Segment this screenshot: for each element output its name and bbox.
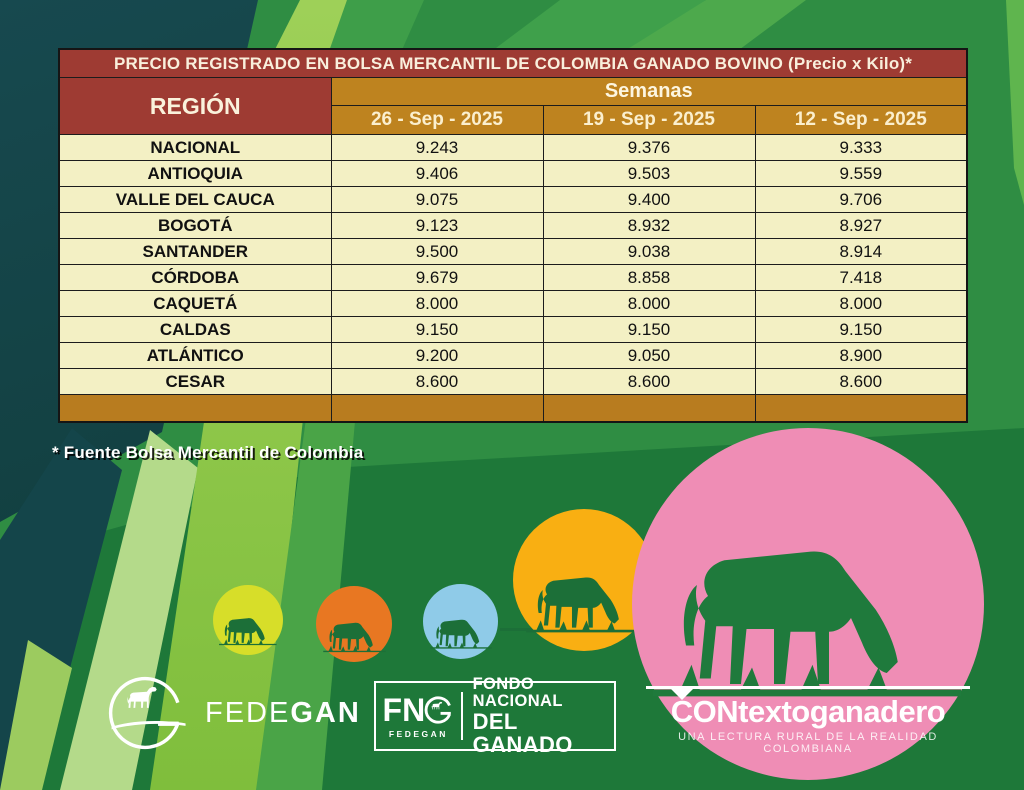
region-cell: NACIONAL <box>58 134 332 161</box>
price-table: PRECIO REGISTRADO EN BOLSA MERCANTIL DE … <box>58 48 969 423</box>
cow-icon <box>322 622 386 652</box>
weeks-header: Semanas <box>330 77 968 106</box>
table-row: ATLÁNTICO 9.200 9.050 8.900 <box>58 342 968 369</box>
contextoganadero-subtitle: UNA LECTURA RURAL DE LA REALIDAD COLOMBI… <box>678 731 938 755</box>
fng-line1: FONDO NACIONAL <box>472 674 563 710</box>
price-cell: 9.400 <box>542 186 756 213</box>
price-cell: 8.000 <box>754 290 968 317</box>
cow-circle-blue <box>423 584 498 659</box>
fng-initials: FN <box>376 694 461 726</box>
source-footnote: * Fuente Bolsa Mercantil de Colombia <box>52 443 364 462</box>
price-cell: 8.858 <box>542 264 756 291</box>
cow-icon <box>219 618 277 646</box>
price-cell: 9.559 <box>754 160 968 187</box>
cow-icon <box>127 686 157 708</box>
table-row: VALLE DEL CAUCA 9.075 9.400 9.706 <box>58 186 968 213</box>
price-cell: 8.000 <box>542 290 756 317</box>
region-cell: BOGOTÁ <box>58 212 332 239</box>
fedegan-wordmark: FEDEGAN <box>205 696 361 729</box>
table-row: ANTIOQUIA 9.406 9.503 9.559 <box>58 160 968 187</box>
price-cell: 9.503 <box>542 160 756 187</box>
table-row: BOGOTÁ 9.123 8.932 8.927 <box>58 212 968 239</box>
region-cell: CESAR <box>58 368 332 395</box>
price-cell: 7.418 <box>754 264 968 291</box>
price-cell: 8.927 <box>754 212 968 239</box>
price-cell: 8.600 <box>542 368 756 395</box>
price-cell: 9.050 <box>542 342 756 369</box>
price-cell: 9.500 <box>330 238 544 265</box>
price-cell: 9.333 <box>754 134 968 161</box>
divider-notch <box>670 689 693 700</box>
price-cell: 8.600 <box>754 368 968 395</box>
price-cell: 9.150 <box>754 316 968 343</box>
empty-footer-row <box>58 394 968 423</box>
fng-sub-label: FEDEGAN <box>388 728 448 739</box>
region-cell: CAQUETÁ <box>58 290 332 317</box>
table-row: CESAR 8.600 8.600 8.600 <box>58 368 968 395</box>
price-cell: 8.900 <box>754 342 968 369</box>
contextoganadero-logo: CONtextoganadero UNA LECTURA RURAL DE LA… <box>632 428 984 780</box>
cow-circle-orange <box>316 586 392 662</box>
region-cell: VALLE DEL CAUCA <box>58 186 332 213</box>
divider <box>460 692 463 740</box>
region-cell: ANTIOQUIA <box>58 160 332 187</box>
table-body: NACIONAL 9.243 9.376 9.333 ANTIOQUIA 9.406 9.5… <box>58 134 968 395</box>
price-cell: 9.150 <box>330 316 544 343</box>
fedegan-logo: FEDEGAN <box>103 670 361 756</box>
fng-line2: DEL GANADO <box>472 709 573 758</box>
divider-line <box>646 686 970 689</box>
cow-circle-gold <box>513 509 655 651</box>
price-cell: 8.000 <box>330 290 544 317</box>
week-column-header: 19 - Sep - 2025 <box>542 105 756 135</box>
price-cell: 9.075 <box>330 186 544 213</box>
fedegan-ring-icon <box>108 676 186 750</box>
region-header: REGIÓN <box>58 77 332 135</box>
region-cell: CÓRDOBA <box>58 264 332 291</box>
region-cell: ATLÁNTICO <box>58 342 332 369</box>
price-cell: 8.600 <box>330 368 544 395</box>
table-row: SANTANDER 9.500 9.038 8.914 <box>58 238 968 265</box>
region-cell: CALDAS <box>58 316 332 343</box>
cow-circle-yellow-green <box>213 585 283 655</box>
price-cell: 8.932 <box>542 212 756 239</box>
price-cell: 9.038 <box>542 238 756 265</box>
table-row: CALDAS 9.150 9.150 9.150 <box>58 316 968 343</box>
price-cell: 8.914 <box>754 238 968 265</box>
fng-logo: FN FEDEGAN FONDO NACIONAL DEL GANADO <box>374 675 616 756</box>
price-cell: 9.150 <box>542 316 756 343</box>
price-cell: 9.200 <box>330 342 544 369</box>
cow-icon <box>429 619 492 649</box>
table-title: PRECIO REGISTRADO EN BOLSA MERCANTIL DE … <box>58 48 968 78</box>
table-row: CÓRDOBA 9.679 8.858 7.418 <box>58 264 968 291</box>
price-cell: 9.123 <box>330 212 544 239</box>
price-cell: 9.706 <box>754 186 968 213</box>
region-cell: SANTANDER <box>58 238 332 265</box>
week-column-header: 26 - Sep - 2025 <box>330 105 544 135</box>
price-cell: 9.679 <box>330 264 544 291</box>
contextoganadero-title: CONtextoganadero <box>670 694 946 729</box>
week-column-header: 12 - Sep - 2025 <box>754 105 968 135</box>
table-row: CAQUETÁ 8.000 8.000 8.000 <box>58 290 968 317</box>
price-cell: 9.376 <box>542 134 756 161</box>
price-cell: 9.406 <box>330 160 544 187</box>
fng-g-cow-icon <box>424 695 452 724</box>
cow-icon <box>525 577 643 632</box>
price-cell: 9.243 <box>330 134 544 161</box>
table-row: NACIONAL 9.243 9.376 9.333 <box>58 134 968 161</box>
